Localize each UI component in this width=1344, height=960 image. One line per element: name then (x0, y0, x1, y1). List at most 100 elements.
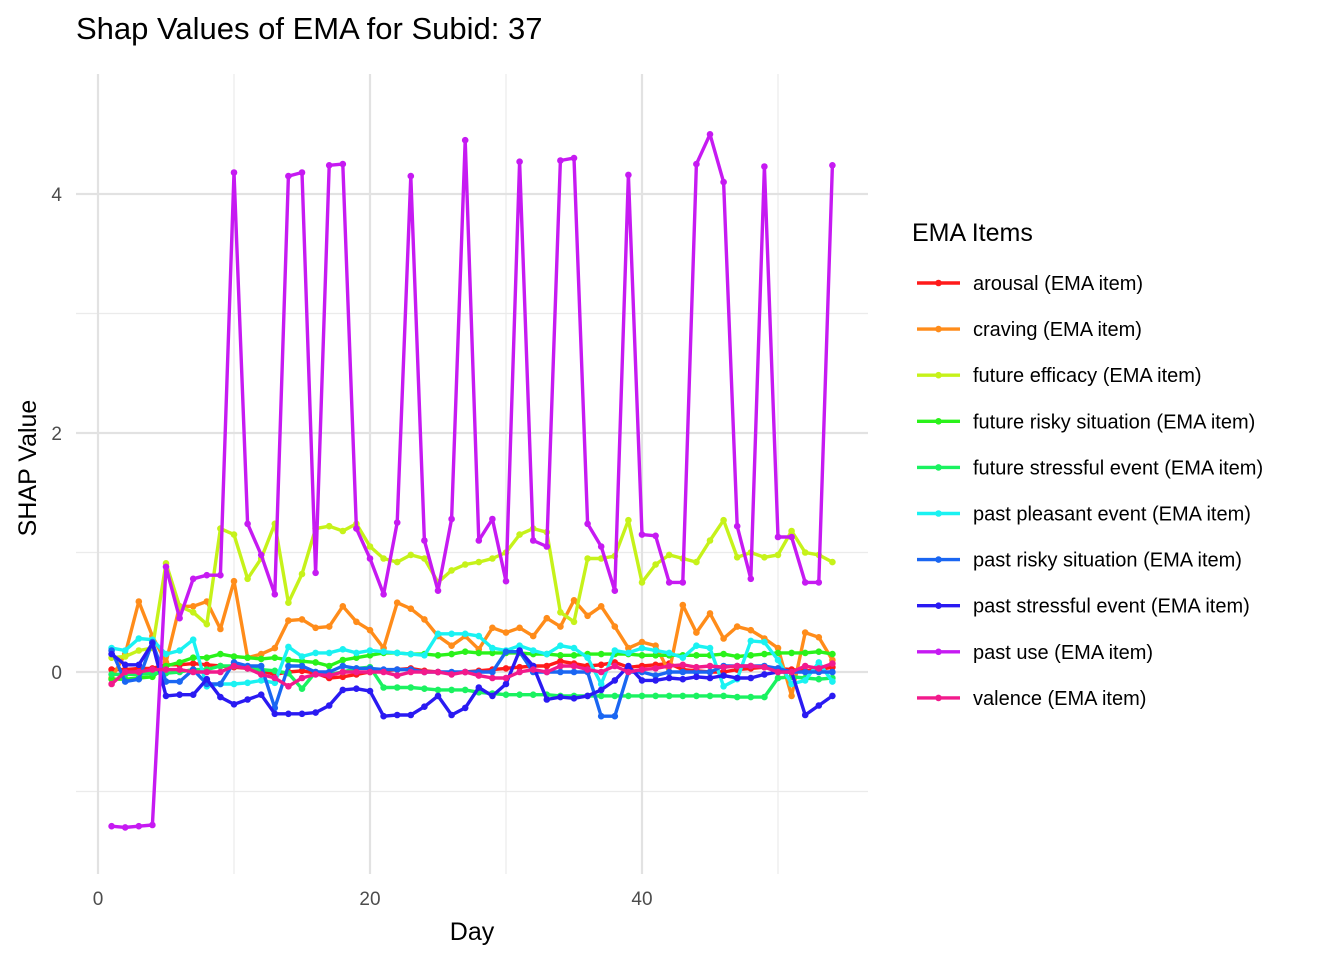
legend-title: EMA Items (912, 219, 1033, 247)
data-point (693, 668, 700, 676)
data-point (339, 686, 347, 694)
plot-grid (76, 74, 868, 874)
data-point (298, 169, 306, 176)
data-point (230, 653, 238, 660)
data-point (230, 531, 238, 538)
series-5 (108, 630, 836, 690)
data-point (285, 683, 292, 690)
data-point (421, 555, 428, 562)
data-point (720, 635, 727, 642)
data-point (121, 661, 129, 669)
data-point (529, 666, 537, 673)
data-point (665, 668, 673, 676)
data-point (121, 824, 129, 831)
data-point (366, 687, 374, 695)
x-tick-label: 40 (631, 889, 652, 910)
legend-key-point (935, 325, 942, 333)
data-point (407, 605, 415, 612)
data-point (203, 571, 211, 579)
data-point (693, 692, 700, 700)
data-point (625, 668, 632, 676)
legend-item: past risky situation (EMA item) (917, 550, 1242, 572)
data-point (597, 661, 605, 669)
legend-label: craving (EMA item) (973, 319, 1142, 341)
data-point (434, 668, 442, 676)
data-point (298, 616, 306, 623)
data-point (217, 668, 224, 676)
legend-item: valence (EMA item) (917, 688, 1146, 710)
data-point (625, 644, 632, 652)
data-point (298, 662, 306, 670)
data-point (570, 597, 578, 604)
data-point (230, 680, 238, 688)
data-point (448, 630, 455, 638)
data-point (801, 711, 809, 719)
data-point (652, 652, 659, 659)
data-point (189, 660, 197, 667)
data-point (502, 648, 510, 655)
data-point (108, 822, 115, 830)
legend-item: past pleasant event (EMA item) (917, 504, 1251, 526)
data-point (217, 662, 224, 670)
data-point (108, 680, 115, 688)
data-point (801, 662, 809, 670)
data-point (298, 674, 306, 682)
data-point (774, 674, 782, 682)
data-point (638, 677, 646, 684)
data-point (461, 561, 469, 568)
data-point (312, 659, 319, 666)
data-point (257, 671, 265, 678)
data-point (162, 666, 170, 673)
data-point (733, 554, 741, 561)
data-point (366, 626, 374, 634)
series-8 (108, 131, 836, 831)
data-point (693, 652, 700, 659)
data-point (557, 609, 564, 616)
data-point (135, 822, 143, 830)
data-point (720, 650, 727, 658)
data-point (285, 172, 292, 180)
data-point (679, 661, 687, 669)
data-point (611, 662, 619, 670)
data-point (611, 677, 619, 684)
data-point (176, 647, 183, 654)
data-point (774, 656, 782, 664)
data-point (176, 678, 183, 685)
data-point (271, 710, 279, 718)
data-point (407, 650, 415, 658)
data-point (244, 696, 251, 703)
data-point (733, 693, 741, 701)
data-point (597, 603, 605, 610)
data-point (611, 587, 619, 594)
data-point (720, 672, 727, 679)
data-point (380, 555, 387, 562)
data-point (611, 647, 619, 654)
data-point (706, 668, 714, 676)
data-point (516, 642, 523, 649)
data-point (108, 671, 115, 678)
data-point (339, 668, 347, 676)
data-point (529, 691, 537, 698)
data-point (815, 659, 823, 666)
data-point (489, 649, 496, 657)
data-point (733, 623, 741, 630)
data-point (815, 634, 823, 641)
data-point (761, 638, 768, 646)
data-point (475, 558, 483, 566)
data-point (788, 533, 795, 541)
data-point (557, 668, 564, 676)
legend-label: past pleasant event (EMA item) (973, 504, 1251, 526)
legend-key-point (935, 602, 942, 609)
data-point (380, 591, 387, 598)
data-point (230, 662, 238, 670)
data-point (121, 647, 129, 654)
data-point (176, 666, 183, 673)
data-point (720, 516, 727, 524)
data-point (665, 692, 673, 700)
data-point (271, 644, 279, 652)
data-point (421, 652, 428, 659)
data-point (597, 650, 605, 658)
data-point (366, 647, 374, 654)
data-point (244, 654, 251, 661)
data-point (121, 668, 129, 676)
